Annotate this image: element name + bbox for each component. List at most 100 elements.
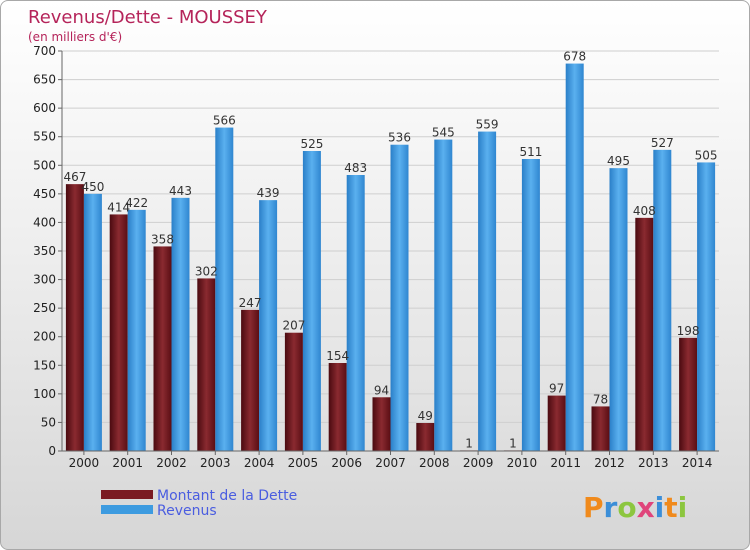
value-label-dette: 302	[195, 264, 218, 278]
logo-letter: P	[583, 491, 604, 524]
legend-swatch-dette	[101, 490, 153, 499]
value-label-revenus: 443	[169, 184, 192, 198]
value-label-revenus: 483	[344, 161, 367, 175]
value-label-dette: 78	[593, 392, 608, 406]
logo-letter: i	[678, 491, 688, 524]
logo-letter: t	[664, 491, 677, 524]
proxiti-logo: Proxiti	[583, 491, 687, 524]
bar-dette	[284, 332, 303, 451]
bars	[65, 63, 716, 452]
x-tick-label: 2012	[594, 456, 625, 470]
bar-revenus	[434, 139, 453, 452]
y-tick-label: 500	[33, 158, 56, 172]
x-tick-label: 2004	[244, 456, 275, 470]
x-tick-label: 2007	[375, 456, 406, 470]
bar-dette	[591, 406, 610, 451]
value-label-dette: 414	[107, 200, 130, 214]
bar-revenus	[697, 162, 716, 451]
value-label-revenus: 422	[125, 196, 148, 210]
x-tick-label: 2010	[507, 456, 538, 470]
y-tick-label: 0	[48, 444, 56, 458]
value-label-dette: 1	[465, 436, 473, 450]
value-label-revenus: 450	[81, 180, 104, 194]
value-label-revenus: 511	[519, 145, 542, 159]
x-tick-label: 2009	[463, 456, 494, 470]
value-label-dette: 1	[509, 436, 517, 450]
y-tick-label: 350	[33, 244, 56, 258]
legend-label-dette: Montant de la Dette	[157, 488, 297, 504]
y-tick-label: 200	[33, 330, 56, 344]
value-label-dette: 94	[374, 383, 389, 397]
bar-revenus	[302, 151, 321, 451]
value-label-revenus: 439	[257, 186, 280, 200]
bar-dette	[241, 309, 260, 451]
bar-revenus	[83, 193, 102, 451]
bar-revenus	[609, 168, 628, 451]
bar-revenus	[215, 127, 234, 452]
x-tick-label: 2006	[331, 456, 362, 470]
y-tick-label: 550	[33, 130, 56, 144]
chart-subtitle: (en milliers d'€)	[28, 30, 122, 44]
y-tick-label: 150	[33, 358, 56, 372]
x-tick-label: 2003	[200, 456, 231, 470]
x-tick-label: 2013	[638, 456, 669, 470]
axes: 0 50 100 150 200 250 300 350 400 450 500 550 600 650 7…	[33, 44, 719, 470]
value-label-dette: 154	[326, 349, 349, 363]
bar-dette	[109, 214, 128, 451]
legend-swatch-revenus	[101, 505, 153, 514]
value-label-dette: 467	[63, 170, 86, 184]
bar-revenus	[653, 149, 672, 451]
bar-dette	[65, 184, 84, 451]
bar-dette	[153, 246, 172, 451]
logo-letter: x	[637, 491, 655, 524]
value-label-revenus: 678	[563, 50, 586, 64]
y-tick-label: 250	[33, 301, 56, 315]
bar-dette	[372, 397, 391, 451]
logo-letter: o	[617, 491, 636, 524]
value-label-revenus: 495	[607, 154, 630, 168]
bar-dette	[328, 363, 347, 451]
value-label-dette: 49	[418, 409, 433, 423]
value-label-revenus: 505	[695, 148, 718, 162]
value-label-dette: 247	[239, 296, 262, 310]
y-tick-label: 50	[41, 415, 56, 429]
bar-dette	[197, 278, 216, 451]
y-tick-label: 650	[33, 73, 56, 87]
value-label-revenus: 545	[432, 126, 455, 140]
x-tick-label: 2011	[550, 456, 581, 470]
bar-revenus	[259, 200, 278, 451]
x-tick-label: 2014	[682, 456, 713, 470]
y-tick-label: 450	[33, 187, 56, 201]
bar-dette	[547, 395, 566, 451]
value-label-dette: 408	[633, 204, 656, 218]
y-tick-label: 600	[33, 101, 56, 115]
value-label-revenus: 527	[651, 136, 674, 150]
bar-revenus	[521, 159, 540, 451]
bar-revenus	[390, 144, 409, 451]
bar-revenus	[171, 197, 190, 451]
value-label-revenus: 536	[388, 131, 411, 145]
value-label-dette: 358	[151, 232, 174, 246]
bar-dette	[679, 337, 698, 451]
x-tick-label: 2001	[112, 456, 143, 470]
bar-revenus	[346, 175, 365, 451]
bar-revenus	[127, 209, 146, 451]
value-label-dette: 198	[677, 324, 700, 338]
value-label-dette: 207	[282, 319, 305, 333]
value-label-revenus: 566	[213, 114, 236, 128]
value-label-revenus: 559	[476, 118, 499, 132]
x-tick-label: 2002	[156, 456, 187, 470]
y-tick-label: 700	[33, 44, 56, 58]
bar-revenus	[478, 131, 497, 452]
y-tick-label: 400	[33, 215, 56, 229]
value-label-revenus: 525	[300, 137, 323, 151]
bar-revenus	[565, 63, 584, 451]
logo-letter: i	[655, 491, 665, 524]
x-tick-label: 2005	[288, 456, 319, 470]
x-tick-label: 2008	[419, 456, 450, 470]
value-label-dette: 97	[549, 382, 564, 396]
chart-title: Revenus/Dette - MOUSSEY	[28, 7, 268, 28]
